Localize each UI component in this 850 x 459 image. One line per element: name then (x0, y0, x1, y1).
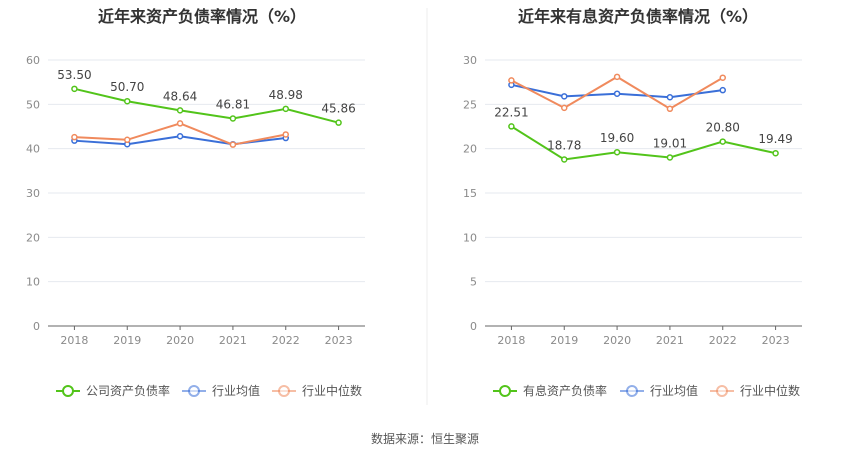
y-tick-label: 10 (463, 231, 477, 244)
data-point (282, 131, 289, 138)
x-tick-label: 2019 (113, 334, 141, 347)
x-tick-label: 2019 (550, 334, 578, 347)
data-point (124, 136, 131, 144)
x-tick-label: 2020 (603, 334, 631, 347)
data-point (613, 148, 621, 156)
data-point (666, 93, 674, 101)
data-point (124, 97, 131, 105)
debt-ratio-chart: 近年来资产负债率情况（%） 0 10 20 30 40 50 60 2018 2019 2020 2… (26, 7, 365, 398)
y-tick-label: 20 (26, 231, 40, 244)
legend-label: 行业中位数 (302, 383, 362, 398)
data-point (561, 156, 568, 163)
legend-swatch-marker (716, 385, 728, 397)
data-point (508, 123, 515, 130)
y-tick-label: 10 (26, 276, 40, 289)
data-label: 46.81 (216, 97, 250, 111)
x-tick-label: 2022 (272, 334, 300, 347)
y-tick-label: 30 (463, 54, 477, 67)
y-tick-label: 20 (463, 143, 477, 156)
data-point (561, 104, 568, 112)
data-label: 48.64 (163, 89, 197, 103)
x-tick-label: 2018 (497, 334, 525, 347)
data-point (335, 119, 342, 126)
data-point (719, 74, 726, 81)
data-point (666, 105, 674, 113)
legend-label: 行业均值 (650, 383, 698, 398)
x-tick-label: 2022 (709, 334, 737, 347)
x-tick-label: 2020 (166, 334, 194, 347)
legend-swatch-marker (626, 385, 638, 397)
data-label: 22.51 (494, 105, 528, 119)
data-label: 19.01 (653, 136, 687, 150)
legend-label: 公司资产负债率 (86, 383, 170, 398)
data-label: 18.78 (547, 138, 581, 152)
legend-label: 行业中位数 (740, 383, 800, 398)
series-line (510, 125, 776, 161)
chart-title: 近年来有息资产负债率情况（%） (518, 7, 758, 26)
legend-swatch-marker (499, 385, 511, 397)
data-point (229, 115, 237, 122)
data-label: 45.86 (321, 102, 355, 116)
y-tick-label: 0 (33, 320, 40, 333)
data-label: 53.50 (57, 68, 91, 82)
legend-label: 行业均值 (212, 383, 260, 398)
y-tick-label: 60 (26, 54, 40, 67)
x-tick-label: 2021 (656, 334, 684, 347)
data-point (176, 120, 184, 127)
data-point (666, 154, 674, 161)
data-point (71, 133, 78, 141)
data-point (561, 93, 568, 100)
legend-swatch-marker (188, 385, 200, 397)
source-note: 数据来源：恒生聚源 (371, 431, 479, 446)
interest-debt-ratio-chart: 近年来有息资产负债率情况（%） 0 5 10 15 20 25 30 2018 2019 2020… (463, 7, 802, 398)
y-tick-label: 30 (26, 187, 40, 200)
data-label: 48.98 (269, 88, 303, 102)
x-tick-label: 2018 (60, 334, 88, 347)
data-label: 19.49 (758, 132, 792, 146)
data-point (508, 77, 515, 84)
data-label: 20.80 (706, 121, 740, 135)
data-point (719, 86, 726, 94)
y-tick-label: 40 (26, 143, 40, 156)
y-tick-label: 50 (26, 98, 40, 111)
y-tick-label: 5 (470, 276, 477, 289)
data-point (613, 73, 621, 81)
data-point (772, 149, 779, 157)
y-tick-label: 15 (463, 187, 477, 200)
series-line (74, 87, 339, 124)
data-point (176, 107, 184, 114)
legend-swatch-marker (278, 385, 290, 397)
data-label: 19.60 (600, 131, 634, 145)
y-tick-label: 0 (470, 320, 477, 333)
chart-title: 近年来资产负债率情况（%） (98, 7, 306, 26)
y-tick-label: 25 (463, 98, 477, 111)
data-point (229, 141, 237, 148)
data-point (176, 133, 184, 140)
data-point (282, 105, 289, 113)
data-point (719, 138, 726, 145)
data-label: 50.70 (110, 80, 144, 94)
data-point (71, 85, 78, 93)
legend-swatch-marker (62, 385, 74, 397)
x-tick-label: 2023 (325, 334, 353, 347)
x-tick-label: 2021 (219, 334, 247, 347)
x-tick-label: 2023 (762, 334, 790, 347)
legend-label: 有息资产负债率 (523, 383, 607, 398)
data-point (613, 90, 621, 97)
